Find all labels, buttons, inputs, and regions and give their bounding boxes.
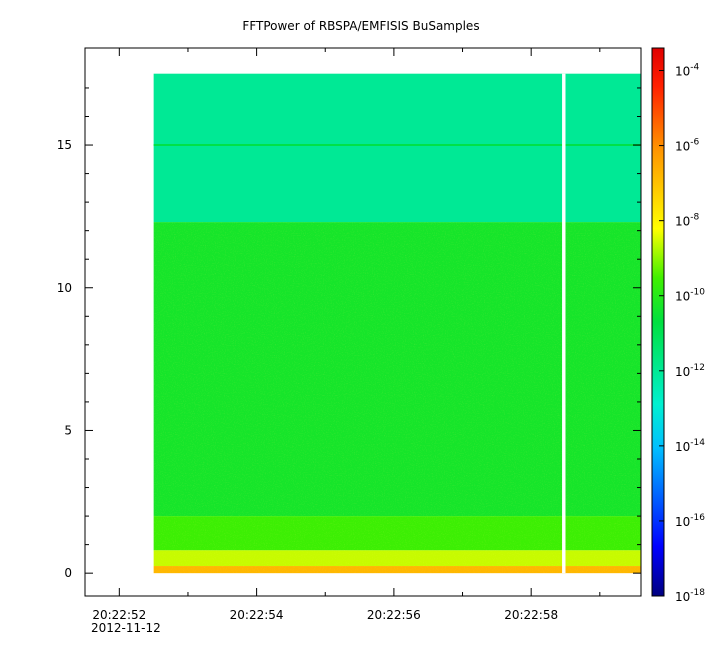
colorbar-tick-label: 10-6: [675, 138, 700, 154]
colorbar-tick-label: 10-16: [675, 513, 705, 529]
colorbar-axis: 10-18 10-16 10-14 10-12 10-10 10-8 10-6 10-4: [659, 63, 705, 604]
colorbar-tick-label: 10-12: [675, 363, 705, 379]
y-axis: 0 5 10 15: [57, 87, 641, 580]
y-tick-label: 0: [64, 566, 72, 580]
colorbar-tick-label: 10-14: [675, 438, 705, 454]
plot-frame: [84, 47, 642, 597]
x-tick-label: 20:22:52: [92, 608, 146, 622]
data-gap: [562, 73, 566, 574]
colorbar-tick-label: 10-8: [675, 213, 700, 229]
chart-title: FFTPower of RBSPA/EMFISIS BuSamples: [242, 19, 479, 33]
colorbar-tick-label: 10-18: [675, 588, 705, 604]
colorbar-tick-label: 10-4: [675, 63, 700, 79]
y-tick-label: 15: [57, 138, 72, 152]
spectrogram-band: [153, 73, 641, 223]
x-tick-label: 20:22:54: [230, 608, 284, 622]
x-axis-date-label: 2012-11-12: [91, 621, 161, 635]
x-tick-label: 20:22:58: [504, 608, 558, 622]
y-tick-label: 5: [64, 423, 72, 437]
y-tick-label: 10: [57, 281, 72, 295]
colorbar-tick-label: 10-10: [675, 288, 705, 304]
spectrogram-noise: [153, 222, 641, 574]
colorbar: [651, 47, 665, 597]
x-axis: 20:22:52 20:22:54 20:22:56 20:22:58: [92, 48, 601, 622]
spectrogram-image: [153, 73, 641, 574]
x-tick-label: 20:22:56: [367, 608, 421, 622]
